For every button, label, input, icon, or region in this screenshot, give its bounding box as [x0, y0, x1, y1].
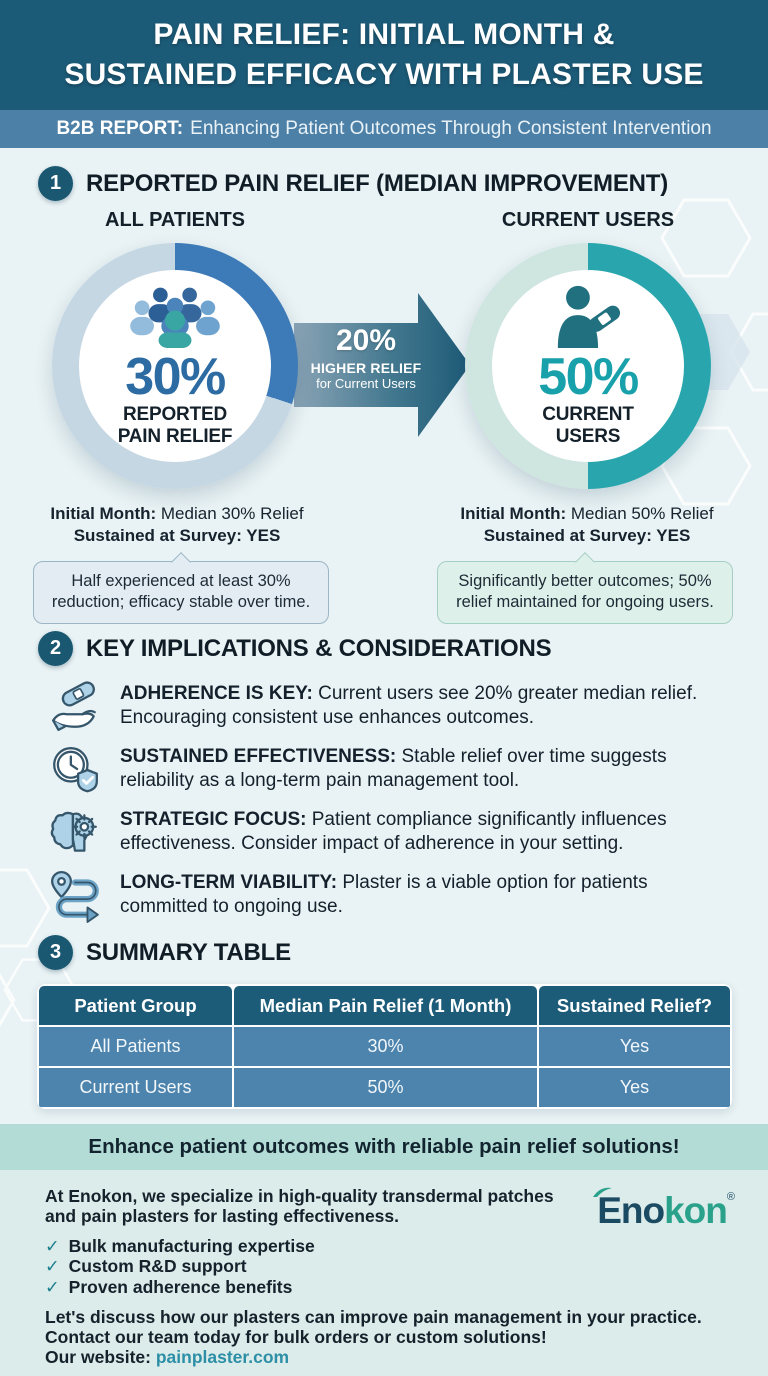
list-item-text: LONG-TERM VIABILITY: Plaster is a viable… — [120, 872, 648, 917]
arrow-stat-value: 20% — [335, 324, 397, 357]
section3-heading: 3 SUMMARY TABLE — [38, 935, 768, 970]
current-users-label: CURRENT USERS — [501, 209, 675, 231]
list-item: STRATEGIC FOCUS: Patient compliance sign… — [46, 806, 768, 860]
footer-intro-line2: and pain plasters for lasting effectiven… — [45, 1206, 399, 1227]
all-patients-caption: REPORTED PAIN RELIEF — [117, 404, 233, 448]
page-title-line1: PAIN RELIEF: INITIAL MONTH & — [153, 18, 615, 52]
report-subtitle-text: Enhancing Patient Outcomes Through Consi… — [190, 118, 712, 139]
all-patients-donut-chart: 30% REPORTED PAIN RELIEF — [52, 243, 298, 489]
all-patients-value: 30% — [125, 347, 226, 406]
implications-list: ADHERENCE IS KEY: Current users see 20% … — [46, 680, 768, 923]
page-title: PAIN RELIEF: INITIAL MONTH & SUSTAINED E… — [64, 15, 703, 94]
list-item: ✓ Custom R&D support — [45, 1256, 247, 1277]
list-item: ✓ Bulk manufacturing expertise — [45, 1235, 315, 1256]
plaster-hand-icon — [46, 680, 104, 734]
website-link[interactable]: painplaster.com — [155, 1347, 290, 1368]
list-item-text: ADHERENCE IS KEY: Current users see 20% … — [120, 683, 698, 728]
footer-intro-line1: At Enokon, we specialize in high-quality… — [45, 1186, 554, 1206]
summary-table: Patient Group Median Pain Relief (1 Mont… — [37, 984, 732, 1109]
route-pin-icon — [46, 869, 104, 923]
section2-title: KEY IMPLICATIONS & CONSIDERATIONS — [86, 634, 552, 662]
section3-number-badge: 3 — [38, 935, 73, 970]
arrow-stat: 20% HIGHER RELIEF for Current Users — [302, 325, 430, 391]
footer-closing: Let's discuss how our plasters can impro… — [45, 1306, 702, 1347]
page-title-line2: SUSTAINED EFFICACY WITH PLASTER USE — [64, 58, 704, 91]
table-header-row: Patient Group Median Pain Relief (1 Mont… — [39, 986, 730, 1025]
arrow-stat-line2: HIGHER RELIEF — [310, 359, 422, 376]
footer: At Enokon, we specialize in high-quality… — [0, 1170, 768, 1376]
section1-number-badge: 1 — [38, 166, 73, 201]
cta-banner: Enhance patient outcomes with reliable p… — [0, 1124, 768, 1170]
enokon-logo: Enokon® — [593, 1187, 735, 1229]
report-subtitle-bar: B2B REPORT: Enhancing Patient Outcomes T… — [0, 110, 768, 148]
list-item: ✓ Proven adherence benefits — [45, 1276, 293, 1297]
clock-shield-icon — [46, 743, 104, 797]
all-patients-callout-bubble: Half experienced at least 30% reduction;… — [33, 561, 329, 624]
all-patients-stat: Initial Month: Median 30% Relief Sustain… — [50, 504, 304, 546]
table-header-sustained: Sustained Relief? — [539, 986, 730, 1025]
header-banner: PAIN RELIEF: INITIAL MONTH & SUSTAINED E… — [0, 0, 768, 110]
list-item-text: STRATEGIC FOCUS: Patient compliance sign… — [120, 809, 667, 854]
brain-gear-icon — [46, 806, 104, 860]
patient-with-plaster-icon — [557, 285, 621, 348]
pain-relief-comparison-graphic: ALL PATIENTS CURRENT USERS 20% HIGHER RE… — [0, 201, 768, 624]
section3-title: SUMMARY TABLE — [86, 938, 291, 966]
section1-heading: 1 REPORTED PAIN RELIEF (MEDIAN IMPROVEME… — [38, 166, 768, 201]
section2-number-badge: 2 — [38, 631, 73, 666]
current-users-donut-chart: 50% CURRENT USERS — [465, 243, 711, 489]
current-users-donut-center: 50% CURRENT USERS — [492, 270, 684, 462]
current-users-value: 50% — [538, 347, 639, 406]
current-users-caption: CURRENT USERS — [542, 404, 634, 448]
current-users-callout-bubble: Significantly better outcomes; 50% relie… — [437, 561, 733, 624]
list-item: LONG-TERM VIABILITY: Plaster is a viable… — [46, 869, 768, 923]
benefit-list: ✓ Bulk manufacturing expertise ✓ Custom … — [45, 1236, 738, 1298]
report-subtitle-label: B2B REPORT: — [56, 118, 184, 139]
check-icon: ✓ — [45, 1235, 60, 1256]
current-users-stat: Initial Month: Median 50% Relief Sustain… — [460, 504, 714, 546]
section1-title: REPORTED PAIN RELIEF (MEDIAN IMPROVEMENT… — [86, 169, 669, 197]
table-header-patient-group: Patient Group — [39, 986, 232, 1025]
table-header-median-relief: Median Pain Relief (1 Month) — [234, 986, 537, 1025]
website-line: Our website: painplaster.com — [45, 1347, 290, 1368]
table-row: Current Users 50% Yes — [39, 1068, 730, 1107]
table-row: All Patients 30% Yes — [39, 1027, 730, 1066]
patient-group-icon — [130, 287, 220, 348]
list-item: ADHERENCE IS KEY: Current users see 20% … — [46, 680, 768, 734]
check-icon: ✓ — [45, 1256, 60, 1277]
increase-arrow-icon — [294, 293, 470, 437]
all-patients-donut-center: 30% REPORTED PAIN RELIEF — [79, 270, 271, 462]
list-item: SUSTAINED EFFECTIVENESS: Stable relief o… — [46, 743, 768, 797]
arrow-stat-line3: for Current Users — [316, 375, 416, 391]
logo-leaf-icon — [593, 1187, 613, 1197]
section2-heading: 2 KEY IMPLICATIONS & CONSIDERATIONS — [38, 631, 768, 666]
list-item-text: SUSTAINED EFFECTIVENESS: Stable relief o… — [120, 746, 667, 791]
all-patients-label: ALL PATIENTS — [105, 209, 245, 231]
check-icon: ✓ — [45, 1276, 60, 1297]
